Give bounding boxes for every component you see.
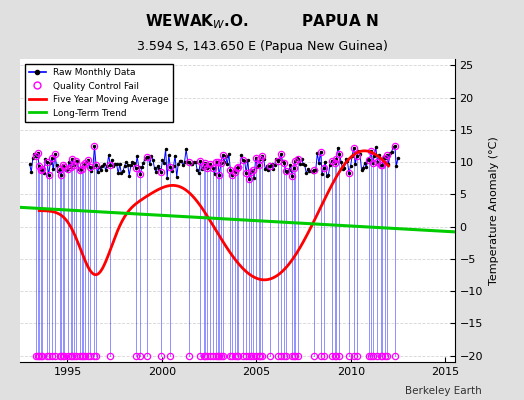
Y-axis label: Temperature Anomaly (°C): Temperature Anomaly (°C)	[488, 136, 498, 285]
Text: WEWAK$_{W}$.O.          PAPUA N: WEWAK$_{W}$.O. PAPUA N	[145, 12, 379, 31]
Text: Berkeley Earth: Berkeley Earth	[406, 386, 482, 396]
Legend: Raw Monthly Data, Quality Control Fail, Five Year Moving Average, Long-Term Tren: Raw Monthly Data, Quality Control Fail, …	[25, 64, 173, 122]
Text: 3.594 S, 143.650 E (Papua New Guinea): 3.594 S, 143.650 E (Papua New Guinea)	[137, 40, 387, 53]
